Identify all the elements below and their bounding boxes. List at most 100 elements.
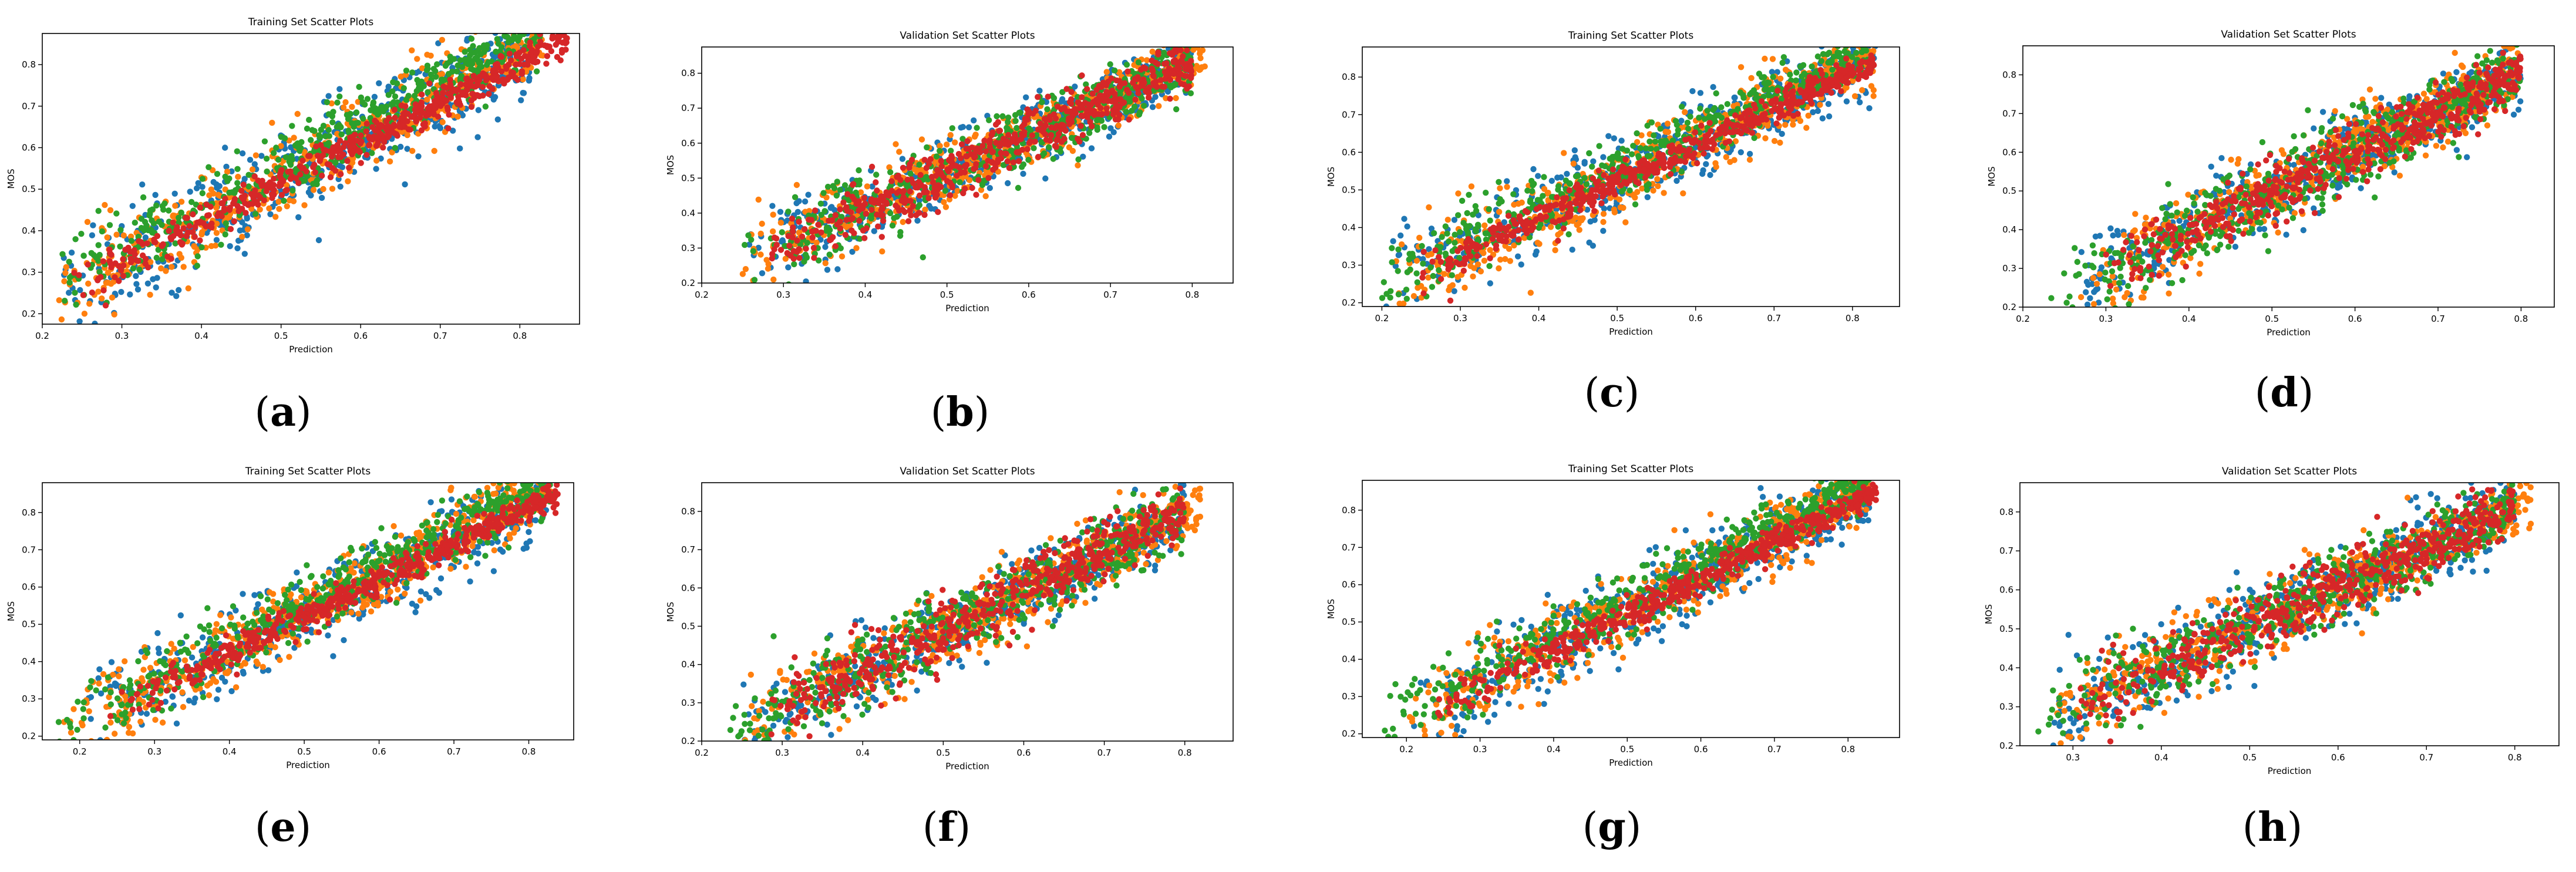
scatter-point <box>264 156 270 161</box>
scatter-point <box>336 86 342 92</box>
scatter-point <box>1175 63 1181 69</box>
scatter-point <box>856 218 862 224</box>
scatter-point <box>1554 174 1560 180</box>
scatter-point <box>335 154 341 160</box>
scatter-point <box>73 302 79 308</box>
scatter-point <box>1009 136 1015 142</box>
scatter-point <box>1783 67 1789 73</box>
scatter-point <box>295 214 301 220</box>
y-tick-label: 0.3 <box>22 267 36 278</box>
scatter-point <box>1025 146 1031 152</box>
scatter-point <box>194 262 200 268</box>
scatter-point <box>395 133 400 139</box>
scatter-point <box>172 203 178 208</box>
scatter-point <box>223 220 229 226</box>
scatter-point <box>462 49 468 55</box>
scatter-point <box>1148 40 1154 46</box>
scatter-point <box>469 36 474 42</box>
scatter-point <box>930 179 936 185</box>
x-tick-label: 0.8 <box>513 331 527 341</box>
scatter-point <box>152 240 158 245</box>
scatter-point <box>96 208 102 214</box>
scatter-point <box>910 203 916 209</box>
scatter-point <box>299 157 305 163</box>
scatter-point <box>81 252 87 258</box>
scatter-point <box>818 201 824 207</box>
scatter-point <box>912 184 918 190</box>
scatter-point <box>833 243 839 249</box>
scatter-point <box>276 206 282 212</box>
scatter-point <box>426 80 432 86</box>
scatter-point <box>203 201 209 207</box>
scatter-point <box>103 302 109 308</box>
y-tick-label: 0.2 <box>681 278 695 288</box>
chart-title: Validation Set Scatter Plots <box>900 30 1035 42</box>
scatter-point <box>266 206 272 211</box>
scatter-point <box>373 166 379 171</box>
scatter-point <box>364 121 370 127</box>
scatter-point <box>372 109 378 115</box>
scatter-point <box>113 210 119 216</box>
scatter-point <box>1095 127 1100 133</box>
scatter-point <box>314 177 320 183</box>
scatter-point <box>1015 185 1021 191</box>
scatter-point <box>770 277 776 282</box>
scatter-point <box>908 171 914 177</box>
scatter-point <box>1095 111 1101 117</box>
scatter-point <box>1143 88 1149 94</box>
scatter-point <box>1078 123 1084 129</box>
scatter-point <box>533 22 538 28</box>
scatter-point <box>264 188 270 194</box>
scatter-point <box>424 96 430 102</box>
scatter-point <box>874 187 880 193</box>
scatter-point <box>130 265 136 271</box>
scatter-point <box>1084 86 1090 92</box>
scatter-point <box>336 122 342 128</box>
scatter-point <box>59 317 65 322</box>
scatter-point <box>901 194 907 200</box>
scatter-point <box>1075 162 1080 168</box>
scatter-point <box>960 190 966 196</box>
scatter-point <box>763 257 769 263</box>
scatter-point <box>172 191 178 197</box>
scatter-point <box>176 287 181 293</box>
scatter-point <box>1605 133 1611 139</box>
scatter-point <box>1051 95 1057 101</box>
scatter-point <box>406 93 412 99</box>
scatter-point <box>964 138 970 144</box>
scatter-point <box>517 23 523 29</box>
scatter-point <box>860 227 866 233</box>
scatter-point <box>983 163 989 169</box>
y-tick-label: 0.5 <box>22 184 36 194</box>
scatter-point <box>1079 72 1085 78</box>
scatter-point <box>1803 39 1809 45</box>
x-tick-label: 0.3 <box>115 331 129 341</box>
scatter-point <box>495 116 501 122</box>
scatter-point <box>472 49 478 55</box>
scatter-point <box>271 182 277 188</box>
scatter-point <box>962 163 968 169</box>
scatter-point <box>964 146 969 151</box>
scatter-point <box>520 3 526 9</box>
scatter-point <box>363 129 369 134</box>
scatter-point <box>317 134 323 140</box>
scatter-point <box>544 53 550 59</box>
scatter-point <box>362 102 368 107</box>
scatter-point <box>834 221 840 227</box>
scatter-point <box>803 245 809 251</box>
scatter-point <box>748 237 754 243</box>
scatter-point <box>116 263 122 269</box>
scatter-point <box>850 215 856 221</box>
scatter-point <box>206 192 212 198</box>
scatter-point <box>414 56 420 62</box>
scatter-point <box>1015 149 1021 155</box>
scatter-point <box>417 115 423 120</box>
scatter-point <box>291 198 297 204</box>
scatter-point <box>520 90 526 96</box>
scatter-point <box>153 284 159 290</box>
scatter-point <box>222 144 228 150</box>
scatter-point <box>905 183 911 188</box>
scatter-point <box>227 207 233 213</box>
scatter-point <box>947 192 953 198</box>
